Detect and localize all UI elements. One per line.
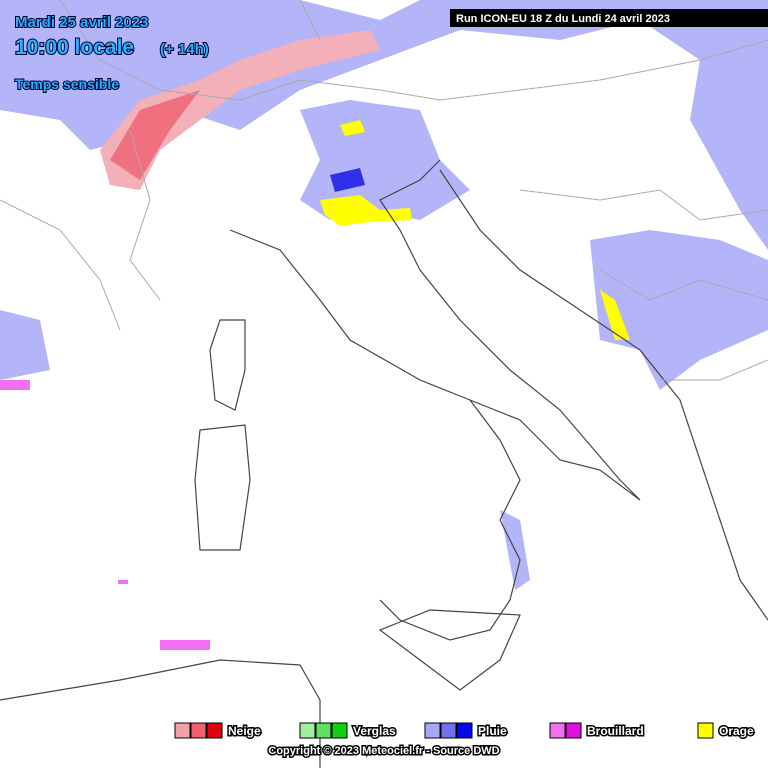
legend-swatch [565,722,582,739]
storm-areas [320,120,630,340]
legend-swatch [174,722,191,739]
legend: Neige Verglas Pluie Brouillard Orage [174,722,756,740]
legend-swatch [331,722,348,739]
legend-label: Neige [228,724,261,738]
run-label: Run ICON-EU 18 Z du Lundi 24 avril 2023 [456,13,670,25]
time: 10:00 locale [15,36,134,59]
run-banner [450,9,768,27]
legend-swatch [315,722,332,739]
legend-label: Orage [719,724,754,738]
product: Temps sensible [15,76,119,92]
legend-swatch [299,722,316,739]
offset: (+ 14h) [160,41,209,58]
legend-swatch [190,722,207,739]
legend-label: Brouillard [587,724,644,738]
coastlines [0,159,768,768]
date: Mardi 25 avril 2023 [15,14,148,31]
fog-areas [0,380,210,650]
snow-areas [100,30,380,190]
legend-swatch [456,722,473,739]
legend-swatch [440,722,457,739]
borders [0,0,768,381]
legend-swatch [697,722,714,739]
copyright: Copyright © 2023 Meteociel.fr - Source D… [268,745,499,757]
legend-label: Pluie [478,724,507,738]
legend-label: Verglas [353,724,396,738]
legend-swatch [206,722,223,739]
legend-swatch [549,722,566,739]
heavy-rain [330,168,365,192]
legend-swatch [424,722,441,739]
